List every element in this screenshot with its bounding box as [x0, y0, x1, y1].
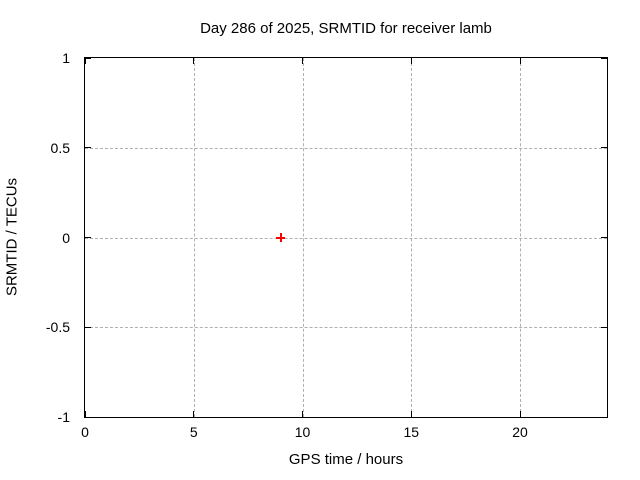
x-tick-label: 0 — [81, 424, 89, 440]
y-tick-mark-right — [601, 416, 607, 418]
x-tick-mark-bottom — [410, 411, 412, 417]
x-tick-mark-bottom — [302, 411, 303, 417]
y-tick-label: 0 — [62, 229, 70, 246]
y-tick-label: -1 — [57, 409, 70, 425]
y-tick-mark-left — [85, 237, 91, 238]
x-tick-mark-bottom — [84, 411, 86, 417]
y-tick-mark-left — [85, 57, 91, 59]
plot-area — [84, 57, 608, 418]
x-tick-mark-top — [84, 58, 86, 64]
y-tick-mark-right — [601, 57, 607, 59]
y-gridline — [85, 327, 607, 329]
y-tick-mark-left — [85, 147, 91, 149]
x-tick-label: 15 — [403, 424, 420, 440]
y-tick-label: 1 — [62, 50, 70, 66]
y-gridline — [85, 147, 607, 149]
marker-plus-vertical — [279, 233, 282, 242]
data-point-marker — [276, 233, 286, 242]
y-tick-mark-right — [601, 147, 607, 149]
y-tick-mark-right — [601, 237, 607, 238]
y-gridline — [85, 237, 607, 239]
y-tick-mark-left — [85, 416, 91, 418]
x-tick-mark-top — [519, 58, 521, 64]
x-axis-label: GPS time / hours — [288, 451, 404, 468]
y-tick-mark-right — [601, 326, 607, 328]
x-tick-label: 5 — [189, 424, 198, 440]
x-tick-mark-bottom — [193, 411, 195, 417]
y-tick-mark-left — [85, 326, 91, 328]
x-tick-mark-bottom — [519, 411, 521, 417]
y-tick-label: 0.5 — [50, 139, 70, 156]
chart-title: Day 286 of 2025, SRMTID for receiver lam… — [200, 20, 492, 37]
y-tick-label: -0.5 — [45, 319, 70, 336]
x-tick-label: 10 — [294, 424, 311, 440]
x-tick-mark-top — [302, 58, 303, 64]
x-tick-mark-top — [410, 58, 412, 64]
x-tick-label: 20 — [512, 424, 528, 440]
x-tick-mark-top — [193, 58, 195, 64]
